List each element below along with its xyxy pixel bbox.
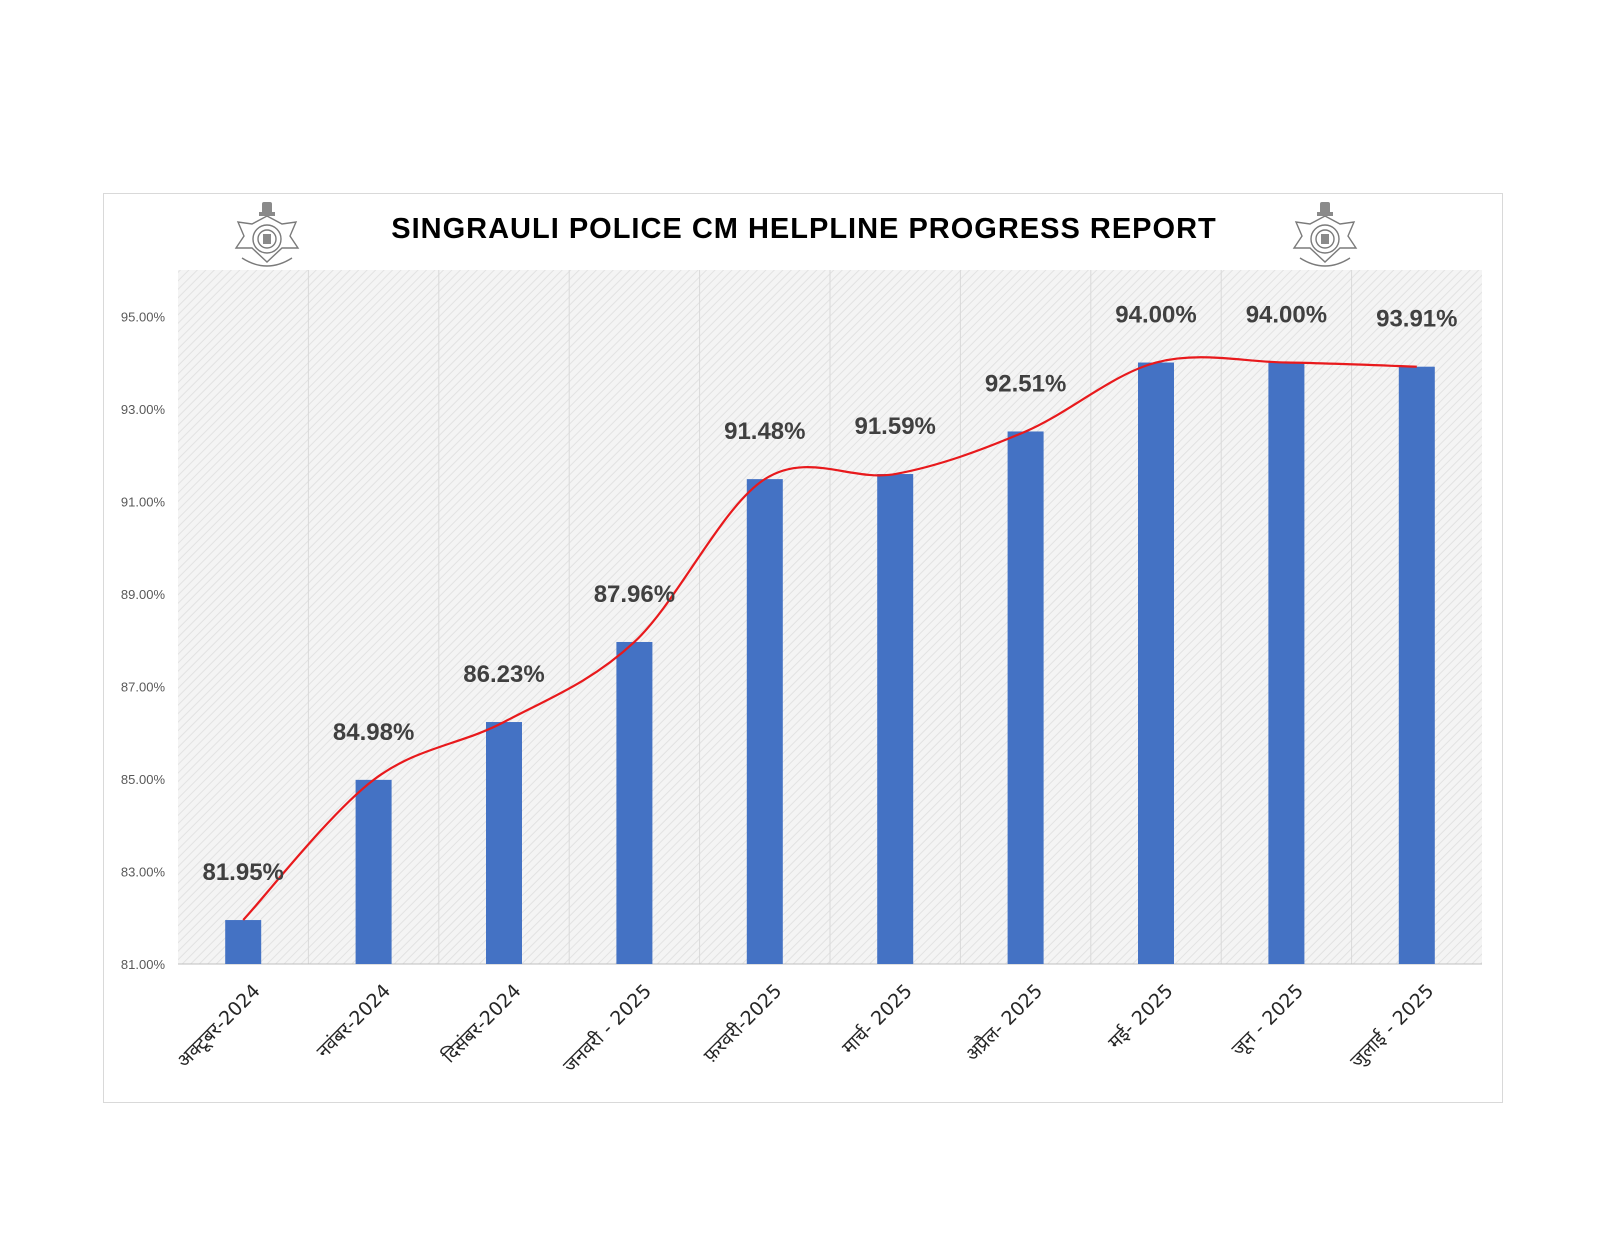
y-tick-label: 81.00% xyxy=(121,957,166,972)
x-tick-label: अक्टूबर-2024 xyxy=(173,980,266,1073)
data-label: 91.48% xyxy=(724,418,805,445)
bar xyxy=(355,779,392,964)
y-tick-label: 83.00% xyxy=(121,864,166,879)
x-tick-label: फ़रवरी-2025 xyxy=(699,979,787,1067)
x-tick-label: जून - 2025 xyxy=(1227,980,1308,1061)
bar xyxy=(877,474,914,964)
x-axis: अक्टूबर-2024 नवंबर-2024 दिसंबर-2024 जनवरी -… xyxy=(173,979,1439,1077)
y-tick-label: 87.00% xyxy=(121,679,166,694)
x-tick-label: दिसंबर-2024 xyxy=(437,979,525,1067)
x-tick-label: जनवरी - 2025 xyxy=(558,979,656,1077)
bar xyxy=(1268,362,1305,964)
bars xyxy=(225,362,1435,964)
data-label: 87.96% xyxy=(594,581,675,608)
y-tick-label: 95.00% xyxy=(121,309,166,324)
bar xyxy=(1007,431,1044,964)
y-tick-label: 91.00% xyxy=(121,494,166,509)
data-label: 81.95% xyxy=(202,859,283,886)
y-tick-label: 89.00% xyxy=(121,587,166,602)
data-label: 92.51% xyxy=(985,370,1066,397)
bar xyxy=(1398,366,1435,964)
bar xyxy=(225,920,262,964)
data-label: 84.98% xyxy=(333,719,414,746)
x-tick-label: मार्च- 2025 xyxy=(837,979,917,1059)
grid-lines xyxy=(178,270,1482,965)
bar xyxy=(1138,362,1174,964)
trend-line xyxy=(242,356,1417,921)
data-label: 94.00% xyxy=(1246,302,1327,329)
chart-title: SINGRAULI POLICE CM HELPLINE PROGRESS RE… xyxy=(391,213,1216,245)
mp-police-emblem-icon xyxy=(234,202,300,267)
y-axis: 81.00% 83.00% 85.00% 87.00% 89.00% 91.00% 93.0… xyxy=(121,309,166,972)
data-labels: 81.95% 84.98% 86.23% 87.96% 91.48% 91.59% 92.5… xyxy=(202,302,1457,887)
x-tick-label: नवंबर-2024 xyxy=(312,980,395,1063)
data-label: 94.00% xyxy=(1115,302,1196,329)
y-tick-label: 85.00% xyxy=(121,772,166,787)
data-label: 93.91% xyxy=(1376,306,1457,333)
data-label: 86.23% xyxy=(463,661,544,688)
x-tick-label: अप्रैल- 2025 xyxy=(961,979,1048,1066)
x-tick-label: मई- 2025 xyxy=(1103,979,1177,1053)
mp-police-emblem-icon xyxy=(1292,202,1358,267)
data-label: 91.59% xyxy=(854,413,935,440)
bar xyxy=(616,641,653,964)
y-tick-label: 93.00% xyxy=(121,402,166,417)
x-tick-label: जुलाई - 2025 xyxy=(1345,979,1439,1073)
bar xyxy=(746,479,783,964)
bar xyxy=(486,722,522,964)
